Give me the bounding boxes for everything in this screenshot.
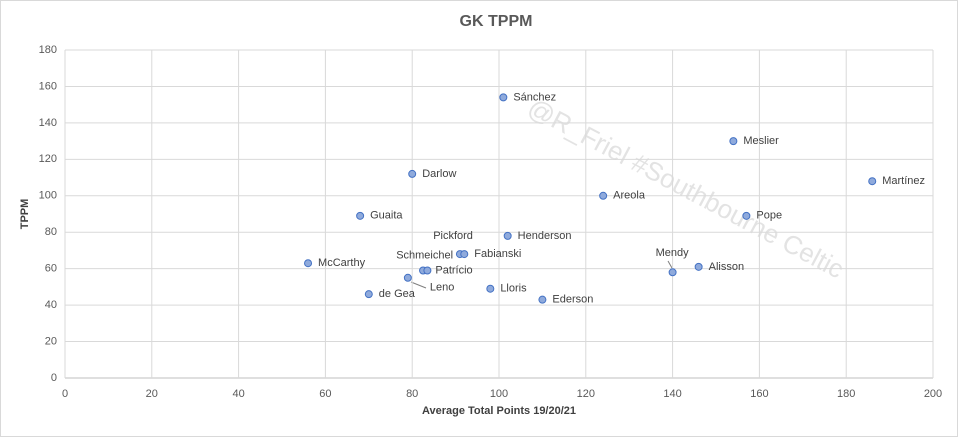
y-tick-label: 60: [45, 263, 57, 275]
x-tick-label: 0: [62, 388, 68, 400]
point-label: Meslier: [743, 135, 779, 147]
point-label: Areola: [613, 190, 646, 202]
point-label: Martínez: [882, 175, 925, 187]
point-label: Ederson: [552, 294, 593, 306]
point-label: Henderson: [518, 230, 572, 242]
x-tick-label: 180: [837, 388, 855, 400]
chart-title: GK TPPM: [460, 13, 533, 30]
x-tick-label: 40: [232, 388, 244, 400]
x-tick-label: 20: [146, 388, 158, 400]
point: [668, 268, 677, 277]
point-label: Schmeichel: [396, 249, 453, 261]
point-label: Fabianski: [474, 248, 521, 260]
point: [538, 295, 547, 304]
point: [423, 266, 432, 275]
point-label: Darlow: [422, 168, 456, 180]
point: [694, 262, 703, 271]
point-label: Mendy: [656, 247, 690, 259]
point-label: Leno: [430, 282, 454, 294]
point: [356, 211, 365, 220]
y-tick-label: 120: [39, 153, 57, 165]
leader-line: [667, 260, 673, 269]
y-tick-label: 20: [45, 335, 57, 347]
x-axis-title: Average Total Points 19/20/21: [422, 405, 576, 417]
x-tick-label: 120: [577, 388, 595, 400]
point-label: de Gea: [379, 288, 416, 300]
x-tick-label: 100: [490, 388, 508, 400]
point: [868, 177, 877, 186]
point-label: McCarthy: [318, 257, 366, 269]
point: [486, 284, 495, 293]
leader-line: [410, 281, 427, 289]
point: [408, 169, 417, 178]
point-label: Patrício: [435, 264, 472, 276]
point: [599, 191, 608, 200]
y-tick-label: 100: [39, 190, 57, 202]
y-tick-label: 0: [51, 372, 57, 384]
point: [499, 93, 508, 102]
point: [742, 211, 751, 220]
x-tick-label: 60: [319, 388, 331, 400]
y-axis-title: TPPM: [19, 199, 31, 230]
y-tick-label: 180: [39, 44, 57, 56]
x-tick-label: 200: [924, 388, 942, 400]
y-tick-label: 140: [39, 117, 57, 129]
point-label: Guaita: [370, 210, 403, 222]
x-tick-label: 140: [663, 388, 681, 400]
x-tick-label: 80: [406, 388, 418, 400]
point: [304, 259, 313, 268]
point-label: Pickford: [433, 230, 473, 242]
point-label: Pope: [756, 210, 782, 222]
point: [460, 250, 469, 259]
point-label: Alisson: [709, 261, 744, 273]
point: [364, 290, 373, 299]
y-tick-label: 40: [45, 299, 57, 311]
point-label: Lloris: [500, 283, 527, 295]
point: [403, 273, 412, 282]
x-tick-label: 160: [750, 388, 768, 400]
y-tick-label: 160: [39, 80, 57, 92]
point-label: Sánchez: [513, 91, 556, 103]
point: [503, 231, 512, 240]
y-tick-label: 80: [45, 226, 57, 238]
point: [729, 137, 738, 146]
